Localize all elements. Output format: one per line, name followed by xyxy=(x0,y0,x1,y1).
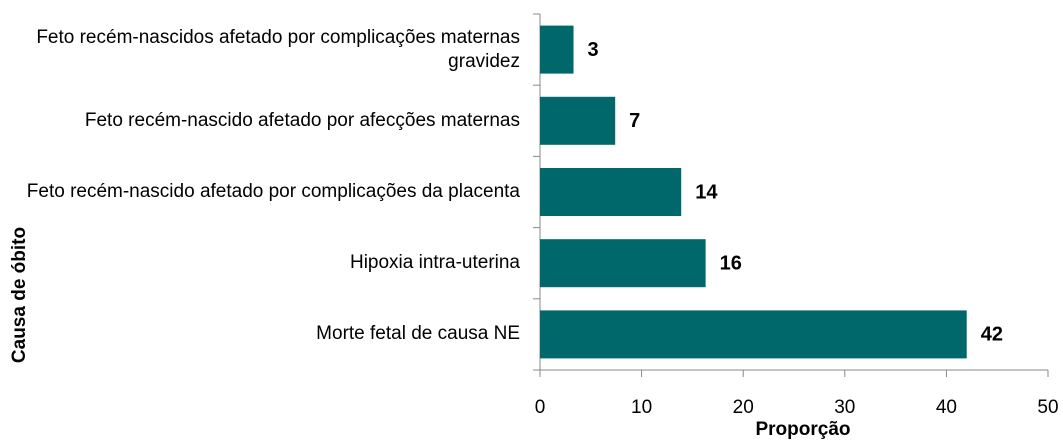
x-tick-label: 40 xyxy=(936,397,957,418)
y-tick-label: Morte fetal de causa NE xyxy=(316,323,520,345)
x-tick-label: 20 xyxy=(733,397,754,418)
y-tick-label: Feto recém-nascido afetado por complicaç… xyxy=(26,181,520,202)
x-tick-label: 50 xyxy=(1037,397,1058,418)
x-tick-label: 10 xyxy=(631,397,652,418)
y-tick-label: Hipoxia intra-uterina xyxy=(349,252,520,274)
data-label: 7 xyxy=(629,110,640,132)
data-label: 14 xyxy=(695,181,718,203)
bar xyxy=(540,25,574,74)
x-axis-title: Proporção xyxy=(755,419,850,440)
bar xyxy=(540,239,706,288)
data-label: 3 xyxy=(588,39,599,61)
x-tick-label: 30 xyxy=(834,397,855,418)
y-tick-label: Feto recém-nascidos afetado por complica… xyxy=(36,26,520,72)
bar xyxy=(540,310,967,359)
x-tick-label: 0 xyxy=(535,397,546,418)
y-tick-label: Feto recém-nascido afetado por afecções … xyxy=(84,109,520,131)
data-label: 16 xyxy=(720,252,742,274)
bar xyxy=(540,96,616,145)
data-label: 42 xyxy=(981,324,1003,346)
bar xyxy=(540,168,682,216)
y-axis-title: Causa de óbito xyxy=(9,227,30,363)
